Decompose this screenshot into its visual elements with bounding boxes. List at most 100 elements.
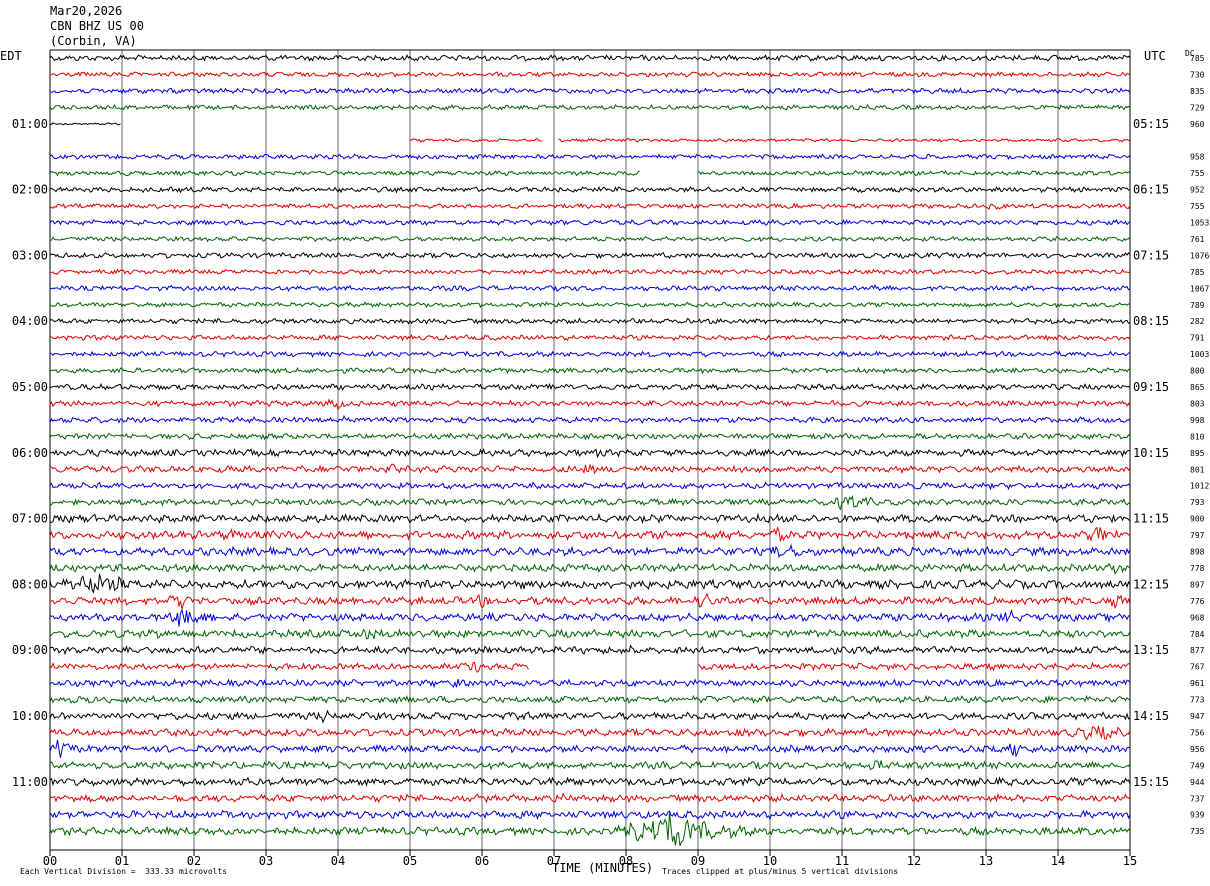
dc-value-row-7: 755 [1190, 169, 1205, 178]
dc-value-row-6: 958 [1190, 153, 1205, 162]
right-hour-label-10: 15:15 [1133, 775, 1169, 789]
trace-row-8 [49, 185, 1131, 194]
dc-value-row-46: 939 [1190, 811, 1205, 820]
trace-row-17 [49, 334, 1131, 342]
dc-value-row-9: 755 [1190, 202, 1205, 211]
dc-value-row-17: 791 [1190, 334, 1205, 343]
x-axis-title: TIME (MINUTES) [552, 861, 654, 875]
left-hour-label-1: 02:00 [12, 183, 48, 197]
dc-value-row-44: 944 [1190, 778, 1205, 787]
x-tick-label-06: 06 [475, 854, 489, 868]
dc-value-row-27: 793 [1190, 498, 1205, 507]
dc-value-row-24: 895 [1190, 449, 1205, 458]
trace-row-23 [49, 432, 1131, 441]
dc-value-row-28: 900 [1190, 515, 1205, 524]
trace-row-21 [49, 398, 1131, 411]
trace-row-2 [50, 87, 1131, 95]
trace-row-44 [49, 776, 1131, 788]
right-hour-label-1: 06:15 [1133, 183, 1169, 197]
dc-value-row-30: 898 [1190, 548, 1205, 557]
right-hour-labels: 05:15 06:15 07:15 08:15 09:15 10:15 11:15 12:15… [1133, 117, 1169, 789]
trace-row-5 [409, 137, 1130, 143]
dc-value-row-11: 761 [1190, 235, 1205, 244]
right-hour-label-3: 08:15 [1133, 314, 1169, 328]
date-label: Mar20,2026 [50, 4, 123, 18]
trace-row-46 [49, 809, 1131, 821]
trace-row-14 [49, 284, 1131, 293]
dc-value-row-47: 735 [1190, 827, 1205, 836]
trace-row-9 [49, 202, 1131, 210]
trace-row-0 [49, 54, 1131, 62]
trace-row-39 [49, 694, 1131, 705]
trace-row-13 [49, 268, 1131, 276]
dc-value-row-42: 956 [1190, 745, 1205, 754]
dc-value-row-8: 952 [1190, 186, 1205, 195]
trace-row-47 [49, 812, 1131, 847]
trace-row-28 [49, 512, 1131, 525]
dc-value-row-38: 961 [1190, 679, 1205, 688]
trace-row-35 [49, 628, 1131, 640]
dc-value-row-36: 877 [1190, 646, 1205, 655]
dc-value-row-1: 730 [1190, 70, 1205, 79]
trace-row-30 [49, 543, 1131, 559]
x-tick-label-12: 12 [907, 854, 921, 868]
x-tick-label-00: 00 [43, 854, 57, 868]
right-hour-label-9: 14:15 [1133, 709, 1169, 723]
trace-row-12 [49, 251, 1131, 260]
trace-row-38 [49, 678, 1131, 689]
left-hour-label-8: 09:00 [12, 643, 48, 657]
dc-value-row-41: 756 [1190, 728, 1205, 737]
trace-row-4 [50, 123, 1130, 125]
trace-row-25 [49, 463, 1131, 475]
dc-value-row-19: 800 [1190, 367, 1205, 376]
dc-value-row-12: 1076 [1190, 251, 1209, 260]
left-hour-label-9: 10:00 [12, 709, 48, 723]
dc-value-row-32: 897 [1190, 580, 1205, 589]
x-tick-label-03: 03 [259, 854, 273, 868]
dc-value-row-15: 789 [1190, 301, 1205, 310]
right-hour-label-4: 09:15 [1133, 380, 1169, 394]
right-hour-label-5: 10:15 [1133, 446, 1169, 460]
trace-row-42 [49, 739, 1131, 758]
x-tick-label-07: 07 [547, 854, 561, 868]
dc-value-row-3: 729 [1190, 103, 1205, 112]
left-hour-label-0: 01:00 [12, 117, 48, 131]
dc-value-row-29: 797 [1190, 531, 1205, 540]
trace-row-41 [49, 725, 1131, 741]
trace-row-24 [49, 447, 1131, 459]
trace-row-22 [49, 414, 1131, 424]
x-tick-label-05: 05 [403, 854, 417, 868]
dc-value-row-34: 968 [1190, 613, 1205, 622]
dc-value-row-10: 1053 [1190, 219, 1209, 228]
trace-row-45 [50, 792, 1131, 804]
left-hour-label-3: 04:00 [12, 314, 48, 328]
trace-row-7 [49, 169, 1131, 177]
left-hour-label-10: 11:00 [12, 775, 48, 789]
station-label: CBN BHZ US 00 [50, 19, 144, 33]
trace-row-6 [49, 153, 1131, 161]
trace-row-32 [49, 573, 1131, 594]
left-timezone-label: EDT [0, 49, 22, 63]
dc-value-row-2: 835 [1190, 87, 1205, 96]
location-label: (Corbin, VA) [50, 34, 137, 48]
dc-value-row-26: 1012 [1190, 482, 1209, 491]
dc-value-row-39: 773 [1190, 696, 1205, 705]
trace-row-3 [49, 103, 1131, 111]
right-hour-label-6: 11:15 [1133, 512, 1169, 526]
dc-value-row-4: 960 [1190, 120, 1205, 129]
trace-row-27 [49, 495, 1131, 511]
right-hour-label-2: 07:15 [1133, 248, 1169, 262]
x-axis-ticks: 00 01 02 03 04 05 06 07 08 09 10 11 12 13 14 15 [43, 850, 1137, 868]
trace-row-1 [49, 71, 1131, 78]
x-tick-label-01: 01 [115, 854, 129, 868]
dc-value-row-35: 784 [1190, 630, 1205, 639]
dc-value-row-37: 767 [1190, 663, 1205, 672]
trace-row-11 [49, 235, 1131, 243]
trace-row-43 [49, 760, 1131, 771]
trace-row-26 [49, 481, 1131, 491]
trace-row-29 [49, 526, 1131, 543]
right-hour-label-0: 05:15 [1133, 117, 1169, 131]
dc-value-row-40: 947 [1190, 712, 1205, 721]
x-tick-label-08: 08 [619, 854, 633, 868]
